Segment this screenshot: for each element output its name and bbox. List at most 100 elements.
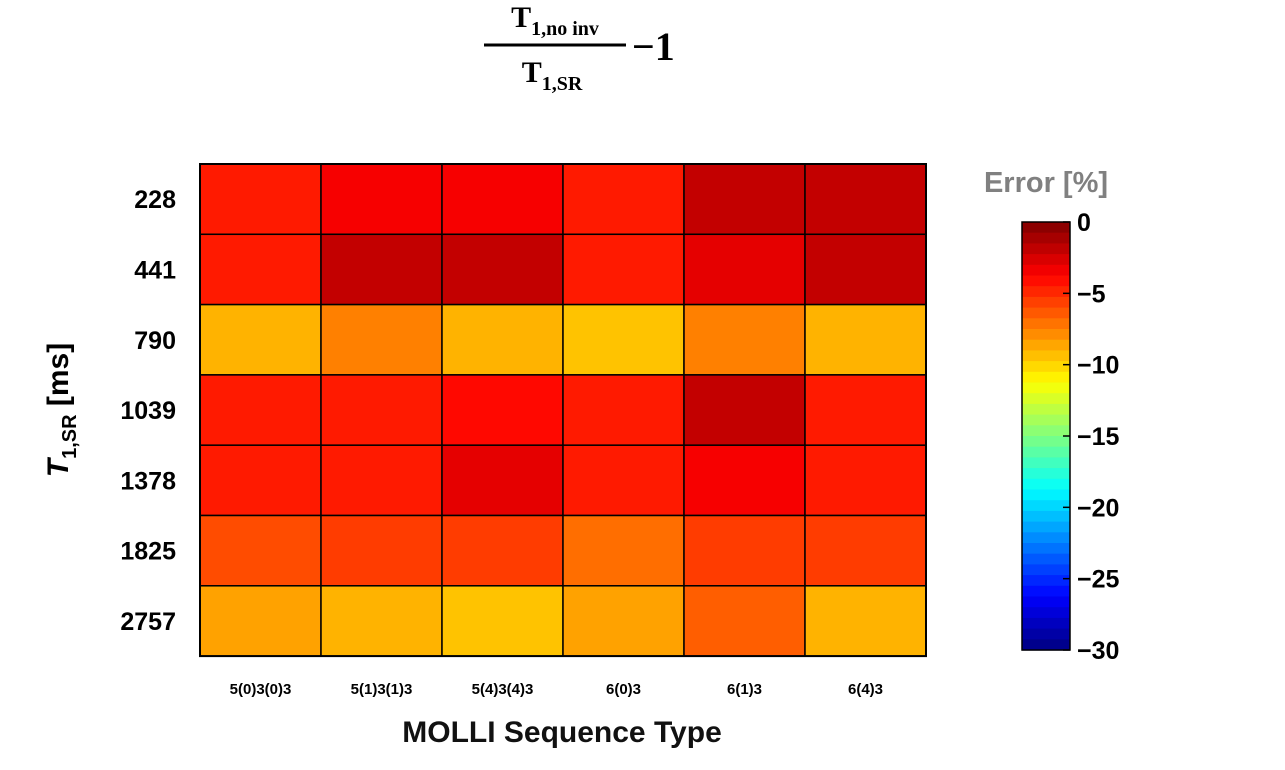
colorbar-tick-label: −5 (1077, 280, 1106, 308)
heatmap-cells (199, 163, 927, 658)
colorbar-segment (1022, 628, 1070, 640)
colorbar-segment (1022, 617, 1070, 630)
colorbar-segment (1022, 521, 1070, 533)
colorbar-segment (1022, 478, 1070, 491)
x-tick-label: 5(1)3(1)3 (351, 681, 413, 698)
y-axis-label-sub: 1,SR (59, 414, 81, 459)
heatmap-cell (199, 233, 322, 306)
x-tick-label: 5(0)3(0)3 (230, 681, 292, 698)
heatmap-cell (320, 585, 443, 657)
heatmap-cell (683, 303, 806, 376)
colorbar-segment (1022, 639, 1070, 651)
heatmap-cell (199, 374, 322, 446)
colorbar-tick-label: −25 (1077, 566, 1120, 594)
x-tick-label: 5(4)3(4)3 (472, 681, 534, 698)
colorbar-segment (1022, 361, 1070, 373)
colorbar-segment (1022, 585, 1070, 598)
colorbar-segment (1022, 403, 1070, 416)
x-axis-label: MOLLI Sequence Type (402, 716, 722, 749)
colorbar-segment (1022, 414, 1070, 426)
y-tick-label: 228 (134, 186, 176, 214)
title-suffix: −1 (632, 24, 675, 69)
heatmap-cell (804, 374, 927, 446)
colorbar-segment (1022, 532, 1070, 544)
heatmap-cell (804, 163, 927, 236)
colorbar-segment (1022, 371, 1070, 384)
y-axis-label-main: T (42, 456, 75, 477)
colorbar-ticks: 0 −5 −10 −15 −20 −25 −30 (1063, 209, 1120, 665)
heatmap-cell (804, 303, 927, 376)
title-denominator: T1,SR (522, 56, 583, 95)
colorbar-segment (1022, 254, 1070, 266)
x-tick-label: 6(0)3 (606, 681, 641, 698)
heatmap-cell (683, 233, 806, 306)
heatmap-cell (441, 163, 564, 236)
colorbar-label: Error [%] (984, 167, 1108, 199)
colorbar-tick-label: −15 (1077, 423, 1120, 451)
y-axis-label: T1,SR [ms] (42, 343, 81, 477)
colorbar-segment (1022, 510, 1070, 523)
colorbar-tick-label: 0 (1077, 209, 1091, 237)
title-numerator-main: T (511, 1, 531, 34)
heatmap-cell (562, 585, 685, 657)
heatmap-cell (562, 163, 685, 236)
heatmap-cell (199, 444, 322, 517)
colorbar-segment (1022, 264, 1070, 277)
x-tick-label: 6(4)3 (848, 681, 883, 698)
colorbar-segment (1022, 553, 1070, 565)
heatmap-cell (683, 374, 806, 446)
heatmap-cell (804, 233, 927, 306)
colorbar-tick-label: −30 (1077, 637, 1119, 665)
heatmap-cell (441, 444, 564, 517)
x-tick-labels: 5(0)3(0)3 5(1)3(1)3 5(4)3(4)3 6(0)3 6(1)3 6(4… (230, 681, 883, 698)
heatmap-cell (320, 233, 443, 306)
colorbar-segment (1022, 296, 1070, 309)
colorbar-segment (1022, 596, 1070, 608)
heatmap-cell (441, 585, 564, 657)
colorbar-segment (1022, 339, 1070, 351)
heatmap-cell (441, 514, 564, 587)
heatmap-cell (804, 444, 927, 517)
colorbar-segment (1022, 222, 1070, 234)
heatmap-cell (199, 303, 322, 376)
heatmap-cell (320, 514, 443, 587)
heatmap-cell (683, 444, 806, 517)
colorbar-tick-label: −10 (1077, 352, 1119, 380)
x-tick-label: 6(1)3 (727, 681, 762, 698)
colorbar-segment (1022, 500, 1070, 512)
title-numerator-sub: 1,no inv (531, 18, 599, 40)
y-tick-label: 1378 (120, 467, 176, 495)
chart-title: T1,no inv T1,SR −1 (484, 1, 675, 95)
colorbar-segment (1022, 425, 1070, 437)
colorbar-segment (1022, 307, 1070, 319)
heatmap-cell (804, 585, 927, 657)
colorbar-segment (1022, 393, 1070, 405)
heatmap-cell (441, 233, 564, 306)
colorbar-segment (1022, 446, 1070, 458)
colorbar-segment (1022, 575, 1070, 587)
heatmap-cell (804, 514, 927, 587)
heatmap-cell (320, 444, 443, 517)
heatmap-cell (683, 585, 806, 657)
y-tick-label: 441 (134, 256, 176, 284)
title-numerator: T1,no inv (511, 1, 599, 40)
heatmap-cell (320, 303, 443, 376)
title-denominator-sub: 1,SR (542, 73, 583, 95)
colorbar-segment (1022, 468, 1070, 480)
colorbar-segment (1022, 382, 1070, 394)
y-tick-label: 2757 (120, 608, 176, 636)
heatmap-cell (199, 514, 322, 587)
heatmap-cell (683, 163, 806, 236)
heatmap-cell (441, 303, 564, 376)
colorbar-segment (1022, 564, 1070, 576)
y-axis-label-unit: [ms] (42, 343, 75, 415)
colorbar-segment (1022, 329, 1070, 341)
colorbar-segment (1022, 436, 1070, 448)
heatmap-cell (320, 163, 443, 236)
colorbar-segment (1022, 275, 1070, 287)
y-tick-label: 790 (134, 327, 176, 355)
heatmap-cell (199, 163, 322, 236)
colorbar-segment (1022, 607, 1070, 619)
heatmap-cell (683, 514, 806, 587)
